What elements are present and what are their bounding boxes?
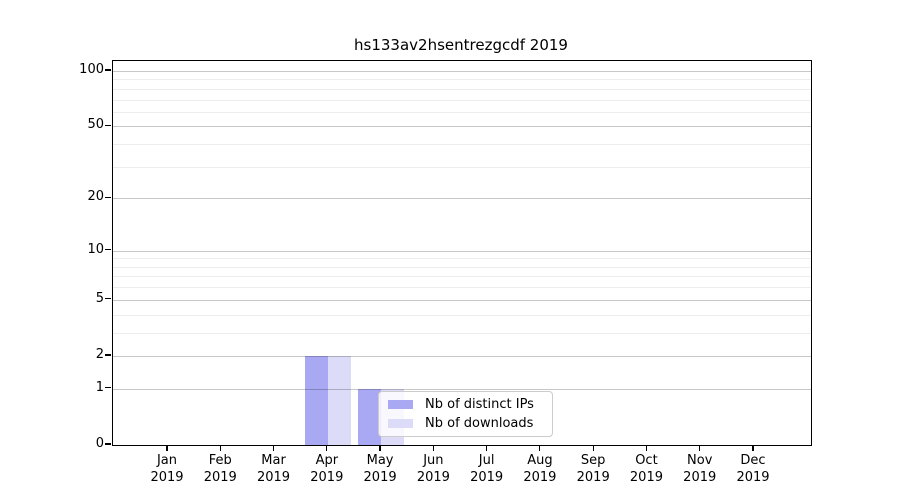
x-axis-year: 2019 [416,469,450,485]
y-axis-tick-label: 10 [87,241,104,257]
x-axis-month: Aug [527,453,553,468]
y-axis-tick-mark [105,298,111,300]
x-axis-month: Sep [580,453,606,468]
x-axis-tick-label: Aug 2019 [508,453,572,486]
x-axis-tick-mark [272,445,275,451]
x-axis-month: May [366,453,394,468]
x-axis-year: 2019 [683,469,717,485]
legend-row: Nb of distinct IPs [388,397,543,412]
x-axis-tick-label: Jul 2019 [455,453,519,486]
x-axis-month: Oct [635,453,658,468]
legend-swatch-downloads [388,419,413,428]
y-axis-tick-label: 100 [79,61,104,77]
chart-title: hs133av2hsentrezgcdf 2019 [354,36,568,54]
x-axis-tick-label: Feb 2019 [188,453,252,486]
y-axis-tick-label: 5 [95,290,104,306]
x-axis-year: 2019 [310,469,344,485]
y-axis-tick-mark [105,196,111,198]
x-axis-tick-mark [486,445,488,451]
x-axis-tick-mark [326,445,328,451]
legend-label: Nb of downloads [425,416,534,431]
x-axis-year: 2019 [736,469,770,485]
x-axis-tick-label: Sep 2019 [561,453,625,486]
x-axis-year: 2019 [203,469,237,485]
legend: Nb of distinct IPs Nb of downloads [378,391,553,437]
x-axis-month: Feb [208,453,232,468]
bar-downloads [327,355,351,445]
x-axis-tick-mark [645,445,648,451]
x-axis-tick-mark [432,445,434,451]
x-axis-tick-label: Apr 2019 [295,453,359,486]
legend-row: Nb of downloads [388,416,543,431]
x-axis-year: 2019 [256,469,291,485]
y-axis-tick-label: 0 [95,436,104,451]
y-axis-tick-mark [105,443,111,445]
bar-distinct-ips [358,388,382,445]
x-axis-month: Apr [315,453,339,468]
y-axis-tick-mark [105,124,111,126]
x-axis-year: 2019 [523,469,557,485]
x-axis-year: 2019 [629,469,663,485]
y-axis-tick-mark [105,69,111,71]
x-axis-tick-mark [539,445,541,451]
x-axis-month: Jun [423,453,444,468]
x-axis-month: Nov [687,453,713,468]
y-axis-tick-label: 50 [87,117,104,133]
legend-label: Nb of distinct IPs [425,397,534,412]
x-axis-tick-label: Mar 2019 [242,453,306,486]
y-axis-tick-mark [105,387,111,389]
x-axis-tick-mark [219,445,221,451]
bars-layer [113,61,811,445]
y-axis-tick-mark [105,249,111,251]
x-axis-year: 2019 [470,469,504,485]
x-axis-tick-mark [752,445,754,451]
x-axis-year: 2019 [576,469,610,485]
x-axis-tick-label: Jan 2019 [135,453,199,486]
y-axis-tick-label: 1 [95,379,104,395]
y-axis-tick-label: 2 [95,346,104,362]
x-axis-month: Jan [156,453,178,468]
legend-swatch-distinct-ips [388,400,413,409]
x-axis-year: 2019 [363,469,397,485]
y-axis-tick-label: 20 [87,189,104,205]
x-axis-month: Mar [261,453,286,468]
x-axis-tick-label: Dec 2019 [721,453,785,486]
x-axis-tick-label: Nov 2019 [668,453,732,486]
x-axis-month: Jul [478,453,495,468]
bar-distinct-ips [304,355,328,445]
x-axis-month: Dec [740,453,766,468]
x-axis-tick-label: May 2019 [348,453,412,486]
x-axis-tick-mark [379,445,381,451]
x-axis-tick-label: Jun 2019 [401,453,465,486]
x-axis-year: 2019 [150,469,184,485]
x-axis-tick-label: Oct 2019 [614,453,678,486]
y-axis-tick-mark [105,354,111,356]
x-axis-tick-mark [699,445,701,451]
plot-area [112,60,812,446]
x-axis-tick-mark [592,445,594,451]
x-axis-tick-mark [166,445,168,451]
